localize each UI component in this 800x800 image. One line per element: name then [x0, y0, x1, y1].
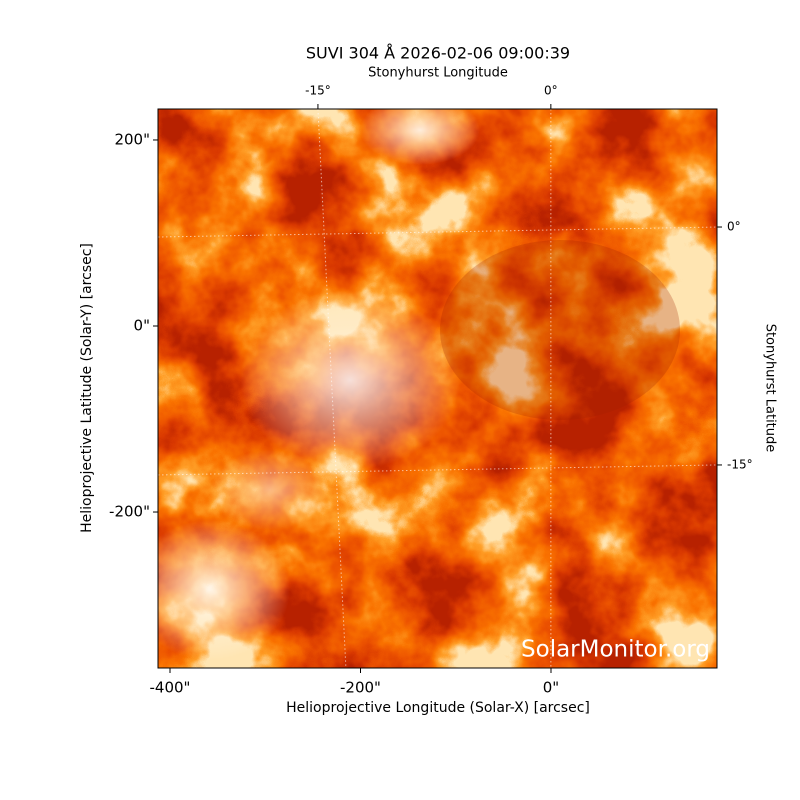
x-tick-label: -400"	[150, 679, 191, 697]
right-tick-label: -15°	[727, 457, 753, 471]
y-tick-label: 200"	[114, 130, 150, 148]
grid-line	[317, 108, 347, 669]
x-tick-label: 0"	[543, 679, 559, 697]
grid-line	[157, 226, 718, 238]
plot-frame	[157, 108, 718, 669]
top-tick-label: -15°	[305, 84, 331, 98]
y-tick-label: 0"	[134, 316, 150, 334]
grid	[157, 108, 718, 669]
right-tick-label: 0°	[727, 220, 741, 234]
right-axis-label: Stonyhurst Latitude	[763, 324, 778, 453]
top-axis-label: Stonyhurst Longitude	[368, 66, 508, 81]
grid-line	[157, 464, 718, 476]
watermark: SolarMonitor.org	[521, 637, 710, 663]
top-tick-label: 0°	[544, 84, 558, 98]
x-tick-label: -200"	[340, 679, 381, 697]
chart-title: SUVI 304 Å 2026-02-06 09:00:39	[306, 44, 570, 63]
y-tick-label: -200"	[109, 503, 150, 521]
y-axis-label: Helioprojective Latitude (Solar-Y) [arcs…	[79, 243, 95, 533]
solar-image	[158, 109, 717, 668]
x-axis-label: Helioprojective Longitude (Solar-X) [arc…	[286, 700, 590, 716]
